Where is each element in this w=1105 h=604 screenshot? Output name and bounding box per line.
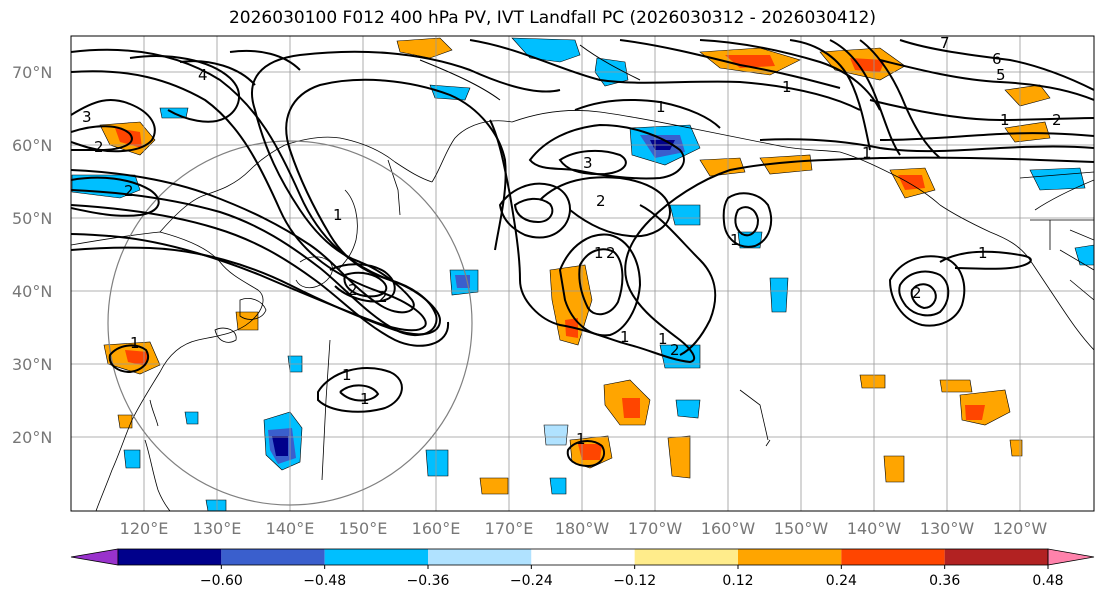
contour-label: 1 bbox=[130, 334, 140, 352]
contour-label: 1 bbox=[730, 231, 740, 249]
lat-label: 70°N bbox=[12, 63, 52, 82]
lon-label: 170°W bbox=[628, 519, 683, 538]
colorbar-tick-label: 0.48 bbox=[1032, 573, 1063, 589]
colorbar-swatch bbox=[428, 549, 532, 565]
colorbar-swatch bbox=[738, 549, 842, 565]
colorbar-outline bbox=[117, 548, 1049, 566]
colorbar: −0.60 −0.48 −0.36 −0.24 −0.12 0.12 0.24 0.36 0.4… bbox=[70, 548, 1095, 589]
lat-label: 60°N bbox=[12, 136, 52, 155]
lat-label: 30°N bbox=[12, 355, 52, 374]
lon-label: 120°W bbox=[993, 519, 1048, 538]
contour-label: 4 bbox=[198, 66, 208, 84]
contour-label: 2 bbox=[670, 341, 680, 359]
colorbar-tick-label: −0.12 bbox=[613, 573, 656, 589]
lon-label: 140°E bbox=[266, 519, 315, 538]
contour-label: 2 bbox=[94, 138, 104, 156]
contour-label: 3 bbox=[583, 154, 593, 172]
lon-label: 130°W bbox=[920, 519, 975, 538]
map-frame bbox=[70, 35, 1095, 512]
lon-label: 160°E bbox=[412, 519, 461, 538]
contour-label: 1 bbox=[658, 330, 668, 348]
contour-label: 1 bbox=[333, 206, 343, 224]
contour-label: 2 bbox=[124, 182, 134, 200]
contour-label: 2 bbox=[1052, 111, 1062, 129]
landfall-circle bbox=[107, 140, 473, 506]
longitude-labels: 120°E 130°E 140°E 150°E 160°E 170°E 180°… bbox=[120, 519, 1048, 538]
contour-label: 1 bbox=[594, 244, 604, 262]
contour-label: 3 bbox=[82, 108, 92, 126]
contour-label: 5 bbox=[996, 66, 1006, 84]
colorbar-swatch bbox=[221, 549, 325, 565]
contour-label: 2 bbox=[378, 288, 388, 306]
colorbar-tick-label: 0.12 bbox=[722, 573, 753, 589]
lon-label: 130°E bbox=[193, 519, 242, 538]
colorbar-swatch bbox=[841, 549, 945, 565]
contour-label: 1 bbox=[862, 144, 872, 162]
colorbar-tick-label: −0.48 bbox=[303, 573, 346, 589]
colorbar-tick-label: 0.36 bbox=[929, 573, 960, 589]
lon-label: 150°E bbox=[339, 519, 388, 538]
colorbar-tick-label: −0.24 bbox=[510, 573, 553, 589]
colorbar-tick-label: −0.60 bbox=[200, 573, 243, 589]
lon-label: 150°W bbox=[774, 519, 829, 538]
lon-label: 180°W bbox=[555, 519, 610, 538]
lon-label: 170°E bbox=[485, 519, 534, 538]
contour-label: 1 bbox=[342, 366, 352, 384]
colorbar-tick-label: 0.24 bbox=[826, 573, 857, 589]
latitude-labels: 70°N 60°N 50°N 40°N 30°N 20°N bbox=[12, 63, 52, 447]
pv-shading bbox=[71, 37, 1094, 511]
contour-label: 2 bbox=[912, 284, 922, 302]
colorbar-swatch bbox=[634, 549, 738, 565]
map-area: 4 3 2 2 1 2 2 1 1 3 2 2 1 1 1 2 1 1 1 1 … bbox=[71, 34, 1094, 511]
lat-label: 20°N bbox=[12, 428, 52, 447]
contour-label: 2 bbox=[348, 281, 358, 299]
ivt-contours bbox=[71, 39, 1094, 468]
contour-labels: 4 3 2 2 1 2 2 1 1 3 2 2 1 1 1 2 1 1 1 1 … bbox=[82, 34, 1062, 448]
map-title: 2026030100 F012 400 hPa PV, IVT Landfall… bbox=[228, 8, 876, 28]
contour-label: 1 bbox=[978, 244, 988, 262]
lon-label: 160°W bbox=[701, 519, 756, 538]
colorbar-swatch bbox=[118, 549, 222, 565]
lon-label: 120°E bbox=[120, 519, 169, 538]
colorbar-extend-high bbox=[1047, 548, 1095, 566]
contour-label: 1 bbox=[656, 98, 666, 116]
contour-label: 1 bbox=[782, 78, 792, 96]
colorbar-swatch bbox=[531, 549, 635, 565]
lat-label: 40°N bbox=[12, 282, 52, 301]
colorbar-tick-label: −0.36 bbox=[407, 573, 450, 589]
contour-label: 7 bbox=[940, 34, 950, 52]
colorbar-extend-low bbox=[70, 548, 119, 566]
lon-label: 140°W bbox=[847, 519, 902, 538]
lat-label: 50°N bbox=[12, 209, 52, 228]
contour-label: 2 bbox=[596, 192, 606, 210]
contour-label: 1 bbox=[360, 390, 370, 408]
colorbar-swatch bbox=[324, 549, 428, 565]
colorbar-swatch bbox=[944, 549, 1048, 565]
pv-contours bbox=[419, 44, 641, 101]
contour-label: 2 bbox=[606, 244, 616, 262]
contour-label: 6 bbox=[992, 50, 1002, 68]
contour-label: 1 bbox=[576, 430, 586, 448]
contour-label: 1 bbox=[1000, 111, 1010, 129]
contour-label: 1 bbox=[620, 328, 630, 346]
